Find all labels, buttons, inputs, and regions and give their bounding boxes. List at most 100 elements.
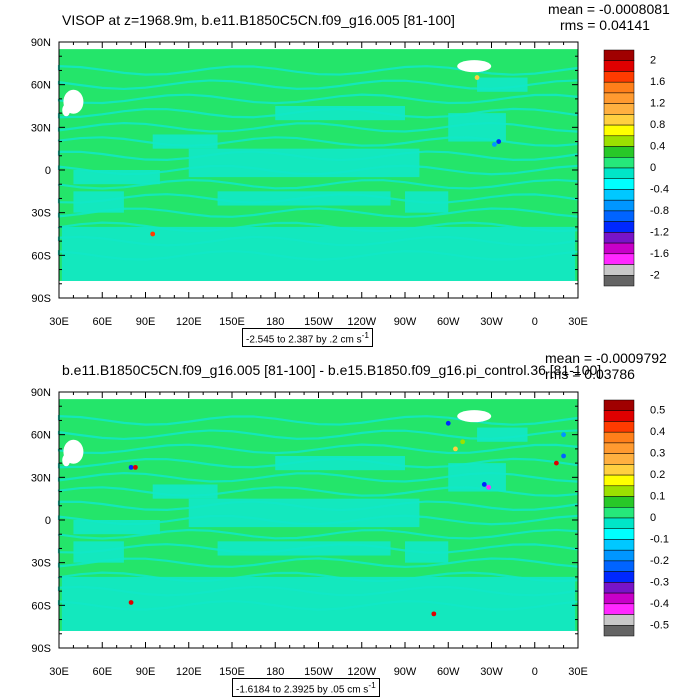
y-tick-label: 90N	[31, 37, 51, 49]
y-tick-label: 90N	[31, 387, 51, 399]
x-tick-label: 90W	[394, 666, 417, 678]
range-unit-sup: -1	[368, 680, 376, 690]
field-streak	[57, 107, 579, 119]
colorbar-label: 0	[650, 512, 656, 524]
anomaly-spot	[431, 611, 437, 617]
x-tick-label: 150E	[219, 316, 245, 328]
range-unit-sup: -1	[361, 330, 370, 340]
colorbar-swatch	[603, 71, 635, 83]
rms-value: rms = 0.03786	[545, 366, 635, 382]
colorbar-swatch	[603, 528, 635, 540]
x-tick-label: 150E	[219, 666, 245, 678]
field-streak	[57, 249, 579, 261]
field-streak	[57, 500, 579, 512]
chart-panel-bottom: b.e11.B1850C5CN.f09_g16.005 [81-100] - b…	[0, 350, 700, 700]
x-tick-label: 0	[532, 316, 538, 328]
colorbar-swatch	[603, 399, 635, 411]
colorbar-swatch	[603, 210, 635, 222]
colorbar-label: 0.3	[650, 448, 665, 460]
field-streak	[57, 93, 579, 105]
colorbar-label: 1.6	[650, 76, 665, 88]
x-tick-label: 180	[266, 316, 284, 328]
x-tick-label: 150W	[304, 316, 333, 328]
x-tick-label: 60E	[92, 316, 112, 328]
field-streak	[57, 121, 579, 133]
field-streak	[57, 221, 579, 233]
field-streak	[57, 599, 579, 611]
anomaly-spot	[561, 432, 566, 438]
field-streak	[57, 557, 579, 569]
range-text: -1.6184 to 2.3925 by .05 cm s	[236, 684, 369, 696]
x-tick-label: 120E	[176, 316, 202, 328]
field-streak	[57, 193, 579, 204]
colorbar-label: -1.2	[650, 226, 669, 238]
y-tick-label: 0	[45, 515, 51, 527]
x-tick-label: 30E	[49, 666, 69, 678]
colorbar-swatch	[603, 103, 635, 115]
colorbar-label: -0.1	[650, 533, 669, 545]
anomaly-spot	[474, 75, 480, 80]
anomaly-spot	[445, 420, 451, 426]
colorbar-swatch	[603, 496, 635, 508]
colorbar-swatch	[603, 242, 635, 255]
colorbar-swatch	[603, 582, 635, 594]
colorbar-label: -2	[650, 269, 660, 281]
field-band	[61, 226, 576, 281]
anomaly-spot	[496, 139, 502, 144]
colorbar-swatch	[603, 517, 635, 529]
rms-value: rms = 0.04141	[560, 17, 650, 33]
colorbar-swatch	[603, 603, 635, 615]
y-tick-label: 30S	[31, 208, 51, 220]
greenland-missing	[457, 60, 492, 73]
colorbar-swatch	[603, 114, 635, 126]
y-tick-label: 60N	[31, 430, 51, 442]
colorbar-swatch	[603, 253, 635, 265]
colorbar-swatch	[603, 199, 635, 212]
field-streak	[57, 136, 579, 147]
colorbar-label: -0.5	[650, 619, 669, 631]
mean-value: mean = -0.0009792	[545, 350, 667, 366]
colorbar-swatch	[603, 592, 635, 605]
field-streak	[57, 65, 579, 76]
y-tick-label: 30N	[31, 472, 51, 484]
colorbar-swatch	[603, 92, 635, 104]
y-tick-label: 90S	[31, 293, 51, 305]
range-text: -2.545 to 2.387 by .2 cm s	[246, 334, 362, 346]
colorbar-swatch	[603, 431, 635, 444]
field-patterns	[57, 65, 579, 281]
chart-panel-top: VISOP at z=1968.9m, b.e11.B1850C5CN.f09_…	[31, 1, 670, 348]
field-patterns	[57, 415, 579, 631]
colorbar-swatch	[603, 275, 635, 287]
colorbar-label: -0.2	[650, 555, 669, 567]
x-tick-label: 30E	[49, 316, 69, 328]
colorbar-label: -0.4	[650, 598, 669, 610]
field-streak	[57, 429, 579, 441]
colorbar-swatch	[603, 135, 635, 147]
colorbar-label: 2	[650, 55, 656, 67]
y-tick-label: 60N	[31, 80, 51, 92]
colorbar-swatch	[603, 189, 635, 201]
colorbar-label: 0	[650, 162, 656, 174]
colorbar-swatch	[603, 560, 635, 572]
colorbar-label: 0.2	[650, 469, 665, 481]
field-streak	[57, 178, 579, 190]
x-tick-label: 30E	[568, 666, 588, 678]
contour-range-label: -1.6184 to 2.3925 by .05 cm s-1	[232, 678, 380, 698]
x-tick-label: 120W	[347, 666, 376, 678]
colorbar-swatch	[603, 81, 635, 94]
x-tick-label: 120E	[176, 666, 202, 678]
anomaly-spot	[491, 142, 497, 147]
field-streak	[57, 571, 579, 583]
anomaly-spot	[150, 231, 156, 237]
x-tick-label: 0	[532, 666, 538, 678]
colorbar-label: 0.5	[650, 405, 665, 417]
greenland-missing	[457, 410, 492, 423]
field-streak	[57, 585, 579, 597]
colorbar-swatch	[603, 625, 635, 637]
contour-range-label: -2.545 to 2.387 by .2 cm s-1	[242, 328, 374, 348]
field-band	[275, 456, 405, 471]
x-tick-label: 30W	[480, 316, 503, 328]
x-tick-label: 60E	[92, 666, 112, 678]
map-svg: 90N 60N 30N 0 30S 60S 90S 30E 60E 90E 120E 150E 180 1…	[31, 37, 669, 328]
map-svg: 90N 60N 30N 0 30S 60S 90S 30E 60E 90E 120E 150E 180 1…	[31, 387, 669, 678]
